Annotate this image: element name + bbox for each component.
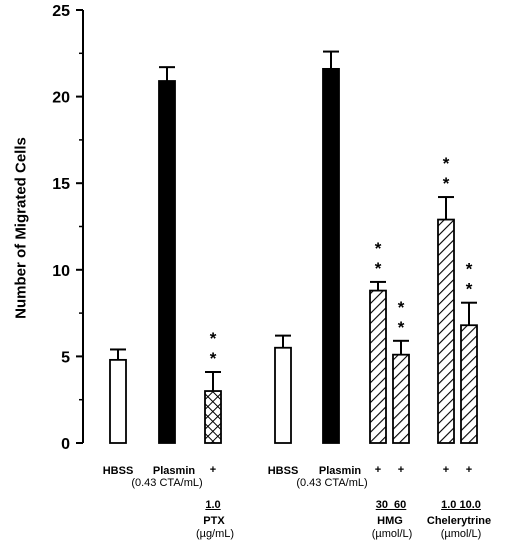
label-ptx-unit: (µg/mL) <box>195 528 235 540</box>
bar <box>322 67 340 444</box>
label-hmg-doses: 30 60 <box>375 499 407 511</box>
label-hmg-unit: (µmol/L) <box>371 528 413 540</box>
label-hbss-1: HBSS <box>102 465 134 477</box>
significance-star: * <box>443 154 450 173</box>
bar <box>460 324 478 444</box>
significance-star: * <box>398 318 405 337</box>
label-plasmin-2: Plasmin <box>318 465 362 477</box>
significance-star: * <box>210 329 217 348</box>
label-hmg-plus-2: + <box>397 464 405 476</box>
y-tick-label: 10 <box>52 263 70 280</box>
significance-star: * <box>466 260 473 279</box>
significance-star: * <box>210 349 217 368</box>
label-chelerytrine-doses: 1.0 10.0 <box>441 499 481 511</box>
label-ptx-name: PTX <box>203 515 225 527</box>
y-tick-label: 0 <box>61 436 70 453</box>
label-plasmin-1: Plasmin <box>152 465 196 477</box>
bar <box>392 353 410 444</box>
label-hbss-2: HBSS <box>267 465 299 477</box>
label-plasmin-1-concentration: (0.43 CTA/mL) <box>131 477 203 489</box>
y-tick-label: 25 <box>52 3 70 20</box>
label-chelerytrine-plus-2: + <box>465 464 473 476</box>
label-ptx-dose: 1.0 <box>205 499 221 511</box>
significance-star: * <box>466 280 473 299</box>
label-chelerytrine-unit: (µmol/L) <box>440 528 482 540</box>
bar <box>158 80 176 444</box>
label-hmg-plus-1: + <box>374 464 382 476</box>
y-tick-label: 15 <box>52 176 70 193</box>
label-ptx-plus: + <box>209 464 217 476</box>
y-tick-label: 5 <box>61 349 70 366</box>
significance-star: * <box>375 239 382 258</box>
label-chelerytrine-plus-1: + <box>442 464 450 476</box>
significance-star: * <box>398 298 405 317</box>
significance-star: * <box>443 174 450 193</box>
y-tick-label: 20 <box>52 90 70 107</box>
bar <box>204 390 222 444</box>
label-hmg-name: HMG <box>377 515 403 527</box>
bar <box>109 358 127 444</box>
y-axis-label: Number of Migrated Cells <box>12 137 30 319</box>
bar <box>274 346 292 444</box>
label-chelerytrine-name: Chelerytrine <box>426 515 492 527</box>
significance-star: * <box>375 259 382 278</box>
bar <box>437 218 455 444</box>
bar <box>369 289 387 444</box>
label-plasmin-2-concentration: (0.43 CTA/mL) <box>296 477 368 489</box>
